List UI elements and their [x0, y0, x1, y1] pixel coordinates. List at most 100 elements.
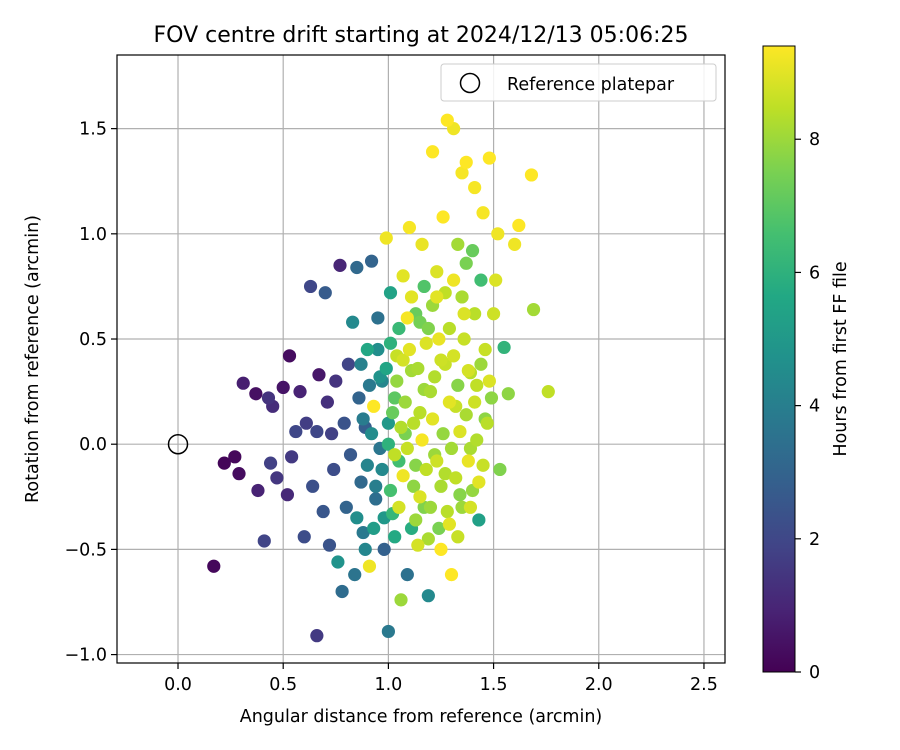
data-point: [434, 479, 448, 493]
data-point: [407, 479, 421, 493]
data-point: [482, 151, 496, 165]
data-point: [459, 256, 473, 270]
colorbar-tick-label: 4: [809, 397, 820, 417]
y-tick-label: −0.5: [65, 540, 108, 560]
data-point: [396, 269, 410, 283]
data-point: [392, 321, 406, 336]
data-point: [207, 559, 221, 573]
data-point: [371, 342, 385, 357]
data-point: [400, 311, 414, 325]
data-point: [489, 273, 503, 287]
data-point: [276, 380, 290, 395]
data-point: [379, 361, 393, 376]
data-point: [318, 286, 332, 300]
data-point: [453, 424, 467, 439]
data-point: [329, 374, 343, 388]
data-point: [236, 376, 250, 390]
data-point: [428, 370, 442, 384]
data-point: [356, 525, 370, 540]
data-point: [476, 206, 490, 220]
data-point: [486, 307, 501, 321]
data-point: [400, 441, 414, 456]
plot-frame: [116, 54, 726, 664]
data-point: [316, 504, 330, 519]
data-point: [491, 227, 505, 241]
y-tick-label: 1.0: [79, 225, 107, 245]
data-point: [449, 471, 463, 485]
data-point: [280, 488, 295, 502]
data-point: [444, 441, 459, 456]
data-point: [390, 374, 404, 388]
data-point: [217, 456, 231, 470]
data-point: [430, 290, 444, 304]
data-point: [322, 538, 337, 552]
colorbar-label: Hours from first FF file: [831, 261, 851, 456]
data-point: [289, 424, 303, 439]
data-point: [459, 408, 473, 422]
data-point: [394, 420, 408, 434]
data-point: [404, 290, 419, 304]
x-tick-label: 0.5: [269, 675, 297, 695]
scatter-points: [207, 113, 555, 643]
data-point: [320, 395, 334, 409]
data-point: [400, 568, 414, 582]
data-point: [472, 513, 486, 527]
data-point: [312, 368, 326, 382]
data-point: [423, 385, 438, 399]
data-point: [470, 433, 484, 447]
data-point: [480, 416, 494, 430]
data-point: [343, 448, 358, 462]
data-point: [364, 427, 379, 441]
data-point: [425, 145, 440, 159]
data-point: [421, 532, 435, 546]
data-point: [455, 166, 469, 180]
colorbar-tick-label: 6: [809, 263, 820, 283]
data-point: [381, 437, 395, 451]
data-point: [396, 469, 410, 483]
data-point: [331, 555, 345, 569]
data-point: [541, 385, 555, 399]
data-point: [394, 593, 408, 607]
data-point: [348, 568, 362, 582]
data-point: [409, 513, 423, 527]
colorbar-gradient: [762, 45, 796, 673]
data-point: [306, 479, 320, 493]
data-point: [228, 450, 242, 464]
data-point: [310, 629, 324, 643]
data-point: [388, 391, 402, 405]
data-point: [261, 391, 276, 405]
data-point: [417, 279, 431, 294]
data-point: [440, 113, 454, 127]
data-point: [415, 433, 429, 447]
data-point: [402, 342, 417, 357]
data-point: [432, 332, 446, 346]
data-point: [337, 416, 351, 430]
data-point: [346, 315, 360, 329]
data-point: [335, 584, 349, 599]
data-point: [526, 302, 541, 317]
data-point: [249, 387, 263, 401]
data-point: [524, 168, 539, 182]
data-point: [508, 237, 522, 251]
data-point: [232, 467, 246, 481]
colorbar-ticks: 0 2 4 6 8: [795, 130, 820, 683]
data-point: [339, 500, 353, 514]
data-point: [484, 391, 499, 405]
data-point: [451, 237, 465, 251]
data-point: [457, 332, 471, 346]
data-point: [434, 353, 448, 367]
data-point: [451, 378, 465, 392]
data-point: [303, 279, 318, 294]
data-point: [461, 454, 475, 468]
data-point: [440, 504, 454, 519]
data-point: [444, 568, 459, 582]
data-point: [358, 542, 372, 556]
data-point: [381, 416, 395, 430]
data-point: [482, 374, 496, 388]
data-point: [468, 395, 482, 409]
x-tick-label: 2.5: [690, 675, 718, 695]
data-point: [468, 180, 482, 195]
data-point: [409, 458, 423, 472]
legend-label: Reference platepar: [507, 75, 675, 95]
legend: Reference platepar: [440, 63, 717, 102]
